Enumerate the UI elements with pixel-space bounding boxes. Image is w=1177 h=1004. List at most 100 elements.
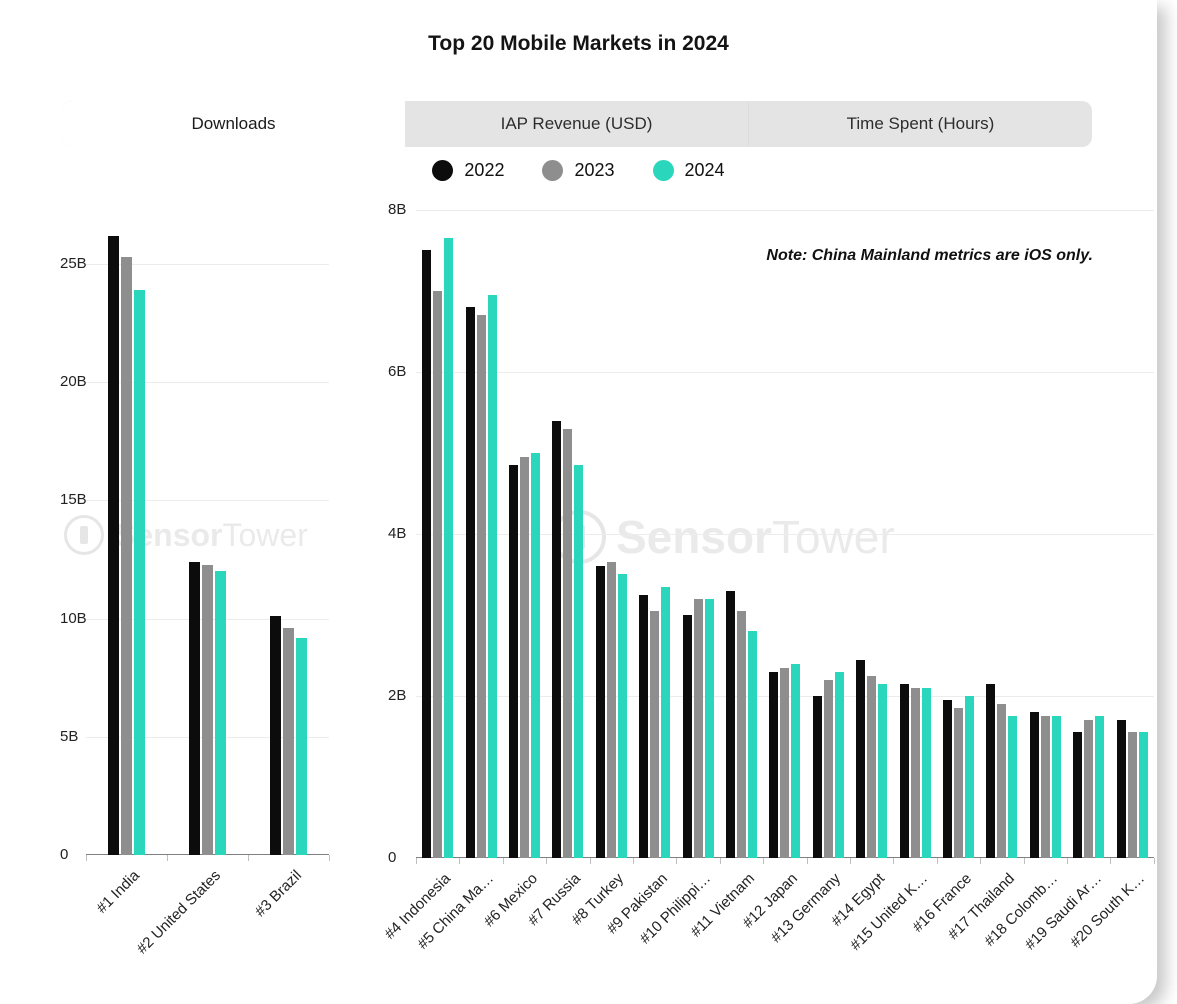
axis-tick — [893, 858, 895, 864]
bar-2023[interactable] — [1084, 720, 1094, 858]
bar-2024[interactable] — [1051, 716, 1061, 858]
bar-2022[interactable] — [270, 616, 281, 855]
bar-2022[interactable] — [1029, 712, 1039, 858]
axis-tick — [980, 858, 982, 864]
bar-2022[interactable] — [1116, 720, 1126, 858]
y-axis-label: 0 — [60, 846, 69, 863]
bar-2024[interactable] — [487, 295, 497, 858]
y-axis-label: 15B — [60, 491, 87, 509]
bar-2024[interactable] — [215, 571, 226, 855]
bar-2023[interactable] — [867, 676, 877, 858]
bar-2022[interactable] — [509, 465, 518, 858]
bar-2024[interactable] — [921, 688, 931, 858]
y-axis-label: 25B — [60, 255, 87, 273]
bar-2023[interactable] — [650, 611, 660, 858]
bar-group — [465, 295, 497, 858]
bar-2024[interactable] — [296, 638, 307, 855]
bar-group — [422, 238, 454, 858]
bar-2022[interactable] — [422, 250, 432, 858]
gridline — [416, 210, 1154, 211]
bar-2022[interactable] — [595, 566, 605, 858]
bar-group — [1073, 716, 1105, 858]
legend-label-2024: 2024 — [684, 160, 725, 180]
legend-item-2022[interactable]: 2022 — [432, 160, 504, 181]
bar-2023[interactable] — [910, 688, 920, 858]
bar-2022[interactable] — [639, 595, 649, 858]
bar-2023[interactable] — [121, 257, 132, 855]
axis-tick — [502, 858, 504, 864]
bar-2022[interactable] — [726, 591, 735, 858]
gridline — [416, 372, 1154, 373]
axis-tick — [850, 858, 851, 864]
note-text: Note: China Mainland metrics are iOS onl… — [766, 247, 1093, 264]
bar-2022[interactable] — [769, 672, 779, 858]
bar-2024[interactable] — [1095, 716, 1105, 858]
bar-2023[interactable] — [283, 628, 294, 855]
bar-2023[interactable] — [606, 562, 616, 858]
bar-2022[interactable] — [943, 700, 952, 858]
bar-2023[interactable] — [693, 599, 703, 858]
bar-2023[interactable] — [997, 704, 1007, 858]
legend-label-2022: 2022 — [464, 160, 505, 180]
tab-time-spent-label: Time Spent (Hours) — [846, 114, 995, 133]
bar-2023[interactable] — [563, 429, 573, 858]
bar-2024[interactable] — [704, 599, 714, 858]
bar-2024[interactable] — [617, 574, 627, 858]
bar-2024[interactable] — [965, 696, 974, 858]
bar-2022[interactable] — [856, 660, 866, 858]
bar-group — [943, 696, 974, 858]
bar-2024[interactable] — [531, 453, 540, 858]
bar-2024[interactable] — [791, 664, 801, 858]
watermark-text-bold: Sensor — [616, 511, 772, 563]
bar-2022[interactable] — [1073, 732, 1083, 858]
tab-iap-revenue-label: IAP Revenue (USD) — [500, 114, 653, 133]
bar-2022[interactable] — [465, 307, 475, 858]
bar-2024[interactable] — [134, 290, 145, 855]
bar-2023[interactable] — [476, 315, 486, 858]
bar-2023[interactable] — [202, 565, 213, 855]
bar-2023[interactable] — [433, 291, 443, 858]
bar-2022[interactable] — [552, 421, 562, 858]
bar-2023[interactable] — [737, 611, 746, 858]
legend-item-2024[interactable]: 2024 — [652, 160, 725, 181]
bar-2024[interactable] — [748, 631, 757, 858]
axis-tick — [676, 858, 678, 864]
bar-2024[interactable] — [834, 672, 844, 858]
gridline — [416, 534, 1154, 535]
axis-tick — [719, 858, 721, 864]
bar-2024[interactable] — [1138, 732, 1148, 858]
bar-2022[interactable] — [812, 696, 822, 858]
bar-2023[interactable] — [1127, 732, 1137, 858]
bar-group — [726, 591, 757, 858]
tab-iap-revenue[interactable]: IAP Revenue (USD) — [405, 101, 748, 147]
bar-2024[interactable] — [574, 465, 584, 858]
bar-2023[interactable] — [780, 668, 790, 858]
legend-swatch-2024-icon — [652, 160, 674, 181]
tab-time-spent[interactable]: Time Spent (Hours) — [748, 101, 1092, 147]
bar-2022[interactable] — [682, 615, 692, 858]
axis-tick — [546, 858, 548, 864]
bar-2024[interactable] — [1008, 716, 1018, 858]
sensortower-watermark: Sensor Tower — [552, 510, 895, 564]
bar-2023[interactable] — [823, 680, 833, 858]
bar-2024[interactable] — [444, 238, 454, 858]
tab-downloads[interactable]: Downloads — [62, 101, 405, 147]
y-axis-label: 2B — [388, 687, 407, 704]
legend-item-2023[interactable]: 2023 — [542, 160, 615, 181]
bar-2024[interactable] — [661, 587, 671, 858]
bar-2022[interactable] — [986, 684, 996, 858]
bar-2024[interactable] — [878, 684, 888, 858]
bar-2022[interactable] — [189, 562, 200, 855]
bar-2022[interactable] — [108, 236, 119, 855]
bar-2023[interactable] — [1040, 716, 1050, 858]
bar-group — [108, 236, 145, 855]
bar-2022[interactable] — [899, 684, 909, 858]
axis-tick — [633, 858, 634, 864]
axis-tick — [1067, 858, 1068, 864]
downloads-top3-chart: 0 5B 10B 15B 20B 25B #1 India #2 United States #… — [58, 205, 338, 995]
y-axis-label: 10B — [60, 609, 87, 627]
bar-2023[interactable] — [520, 457, 529, 858]
bar-2023[interactable] — [954, 708, 963, 858]
gridline — [86, 382, 329, 384]
